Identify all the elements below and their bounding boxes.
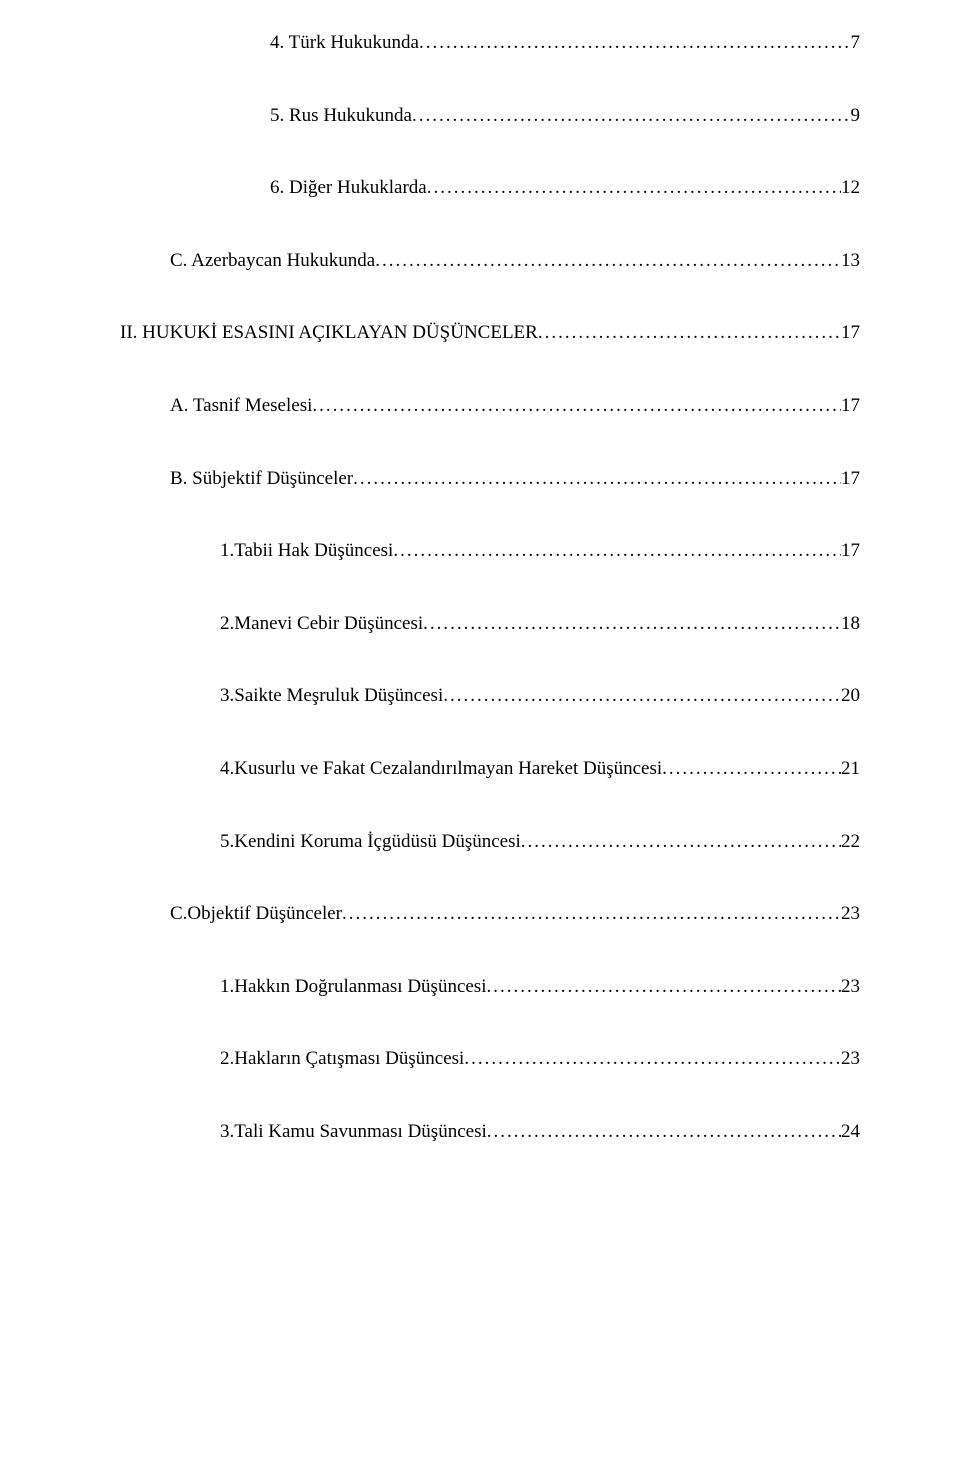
toc-page-number: 17 <box>841 393 860 420</box>
toc-page-number: 12 <box>841 175 860 202</box>
toc-leader-dots <box>412 103 851 130</box>
toc-page-number: 23 <box>841 1046 860 1073</box>
toc-page-number: 17 <box>841 466 860 493</box>
toc-leader-dots <box>353 466 841 493</box>
toc-label: A. Tasnif Meselesi <box>170 393 312 420</box>
toc-leader-dots <box>342 901 841 928</box>
toc-entry: 3.Tali Kamu Savunması Düşüncesi 24 <box>120 1119 860 1146</box>
toc-entry: 3.Saikte Meşruluk Düşüncesi 20 <box>120 683 860 710</box>
toc-page-number: 23 <box>841 901 860 928</box>
toc-page-number: 20 <box>841 683 860 710</box>
toc-label: C. Azerbaycan Hukukunda <box>170 248 375 275</box>
toc-label: 6. Diğer Hukuklarda <box>270 175 427 202</box>
toc-page-number: 17 <box>841 320 860 347</box>
toc-leader-dots <box>486 974 841 1001</box>
toc-page-number: 17 <box>841 538 860 565</box>
toc-label: 4. Türk Hukukunda <box>270 30 419 57</box>
toc-entry: 2.Manevi Cebir Düşüncesi 18 <box>120 611 860 638</box>
toc-leader-dots <box>662 756 841 783</box>
toc-entry: A. Tasnif Meselesi 17 <box>120 393 860 420</box>
toc-page-number: 21 <box>841 756 860 783</box>
toc-page-number: 9 <box>851 103 861 130</box>
toc-entry: 1.Hakkın Doğrulanması Düşüncesi 23 <box>120 974 860 1001</box>
toc-label: 3.Tali Kamu Savunması Düşüncesi <box>220 1119 487 1146</box>
toc-page-number: 13 <box>841 248 860 275</box>
toc-label: B. Sübjektif Düşünceler <box>170 466 353 493</box>
toc-page-number: 24 <box>841 1119 860 1146</box>
toc-label: 1.Tabii Hak Düşüncesi <box>220 538 393 565</box>
toc-page-number: 7 <box>851 30 861 57</box>
toc-leader-dots <box>521 829 841 856</box>
toc-label: II. HUKUKİ ESASINI AÇIKLAYAN DÜŞÜNCELER <box>120 320 538 347</box>
toc-leader-dots <box>312 393 841 420</box>
toc-leader-dots <box>419 30 851 57</box>
toc-leader-dots <box>393 538 841 565</box>
toc-entry: 6. Diğer Hukuklarda 12 <box>120 175 860 202</box>
toc-entry: 5.Kendini Koruma İçgüdüsü Düşüncesi 22 <box>120 829 860 856</box>
toc-leader-dots <box>443 683 841 710</box>
toc-entry: II. HUKUKİ ESASINI AÇIKLAYAN DÜŞÜNCELER 1… <box>120 320 860 347</box>
toc-entry: 4.Kusurlu ve Fakat Cezalandırılmayan Har… <box>120 756 860 783</box>
toc-label: C.Objektif Düşünceler <box>170 901 342 928</box>
toc-label: 3.Saikte Meşruluk Düşüncesi <box>220 683 443 710</box>
toc-entry: 5. Rus Hukukunda 9 <box>120 103 860 130</box>
toc-entry: 2.Hakların Çatışması Düşüncesi 23 <box>120 1046 860 1073</box>
toc-leader-dots <box>427 175 841 202</box>
toc-entry: C.Objektif Düşünceler 23 <box>120 901 860 928</box>
toc-entry: B. Sübjektif Düşünceler 17 <box>120 466 860 493</box>
toc-label: 1.Hakkın Doğrulanması Düşüncesi <box>220 974 486 1001</box>
toc-leader-dots <box>464 1046 841 1073</box>
toc-leader-dots <box>538 320 841 347</box>
toc-leader-dots <box>423 611 841 638</box>
toc-label: 2.Manevi Cebir Düşüncesi <box>220 611 423 638</box>
toc-label: 2.Hakların Çatışması Düşüncesi <box>220 1046 464 1073</box>
toc-page-number: 23 <box>841 974 860 1001</box>
toc-label: 5. Rus Hukukunda <box>270 103 412 130</box>
toc-label: 4.Kusurlu ve Fakat Cezalandırılmayan Har… <box>220 756 662 783</box>
table-of-contents: 4. Türk Hukukunda 7 5. Rus Hukukunda 9 6. Di… <box>120 30 860 1146</box>
toc-entry: 1.Tabii Hak Düşüncesi 17 <box>120 538 860 565</box>
toc-entry: 4. Türk Hukukunda 7 <box>120 30 860 57</box>
toc-leader-dots <box>487 1119 841 1146</box>
toc-label: 5.Kendini Koruma İçgüdüsü Düşüncesi <box>220 829 521 856</box>
toc-page-number: 22 <box>841 829 860 856</box>
toc-page-number: 18 <box>841 611 860 638</box>
toc-leader-dots <box>375 248 841 275</box>
toc-entry: C. Azerbaycan Hukukunda 13 <box>120 248 860 275</box>
